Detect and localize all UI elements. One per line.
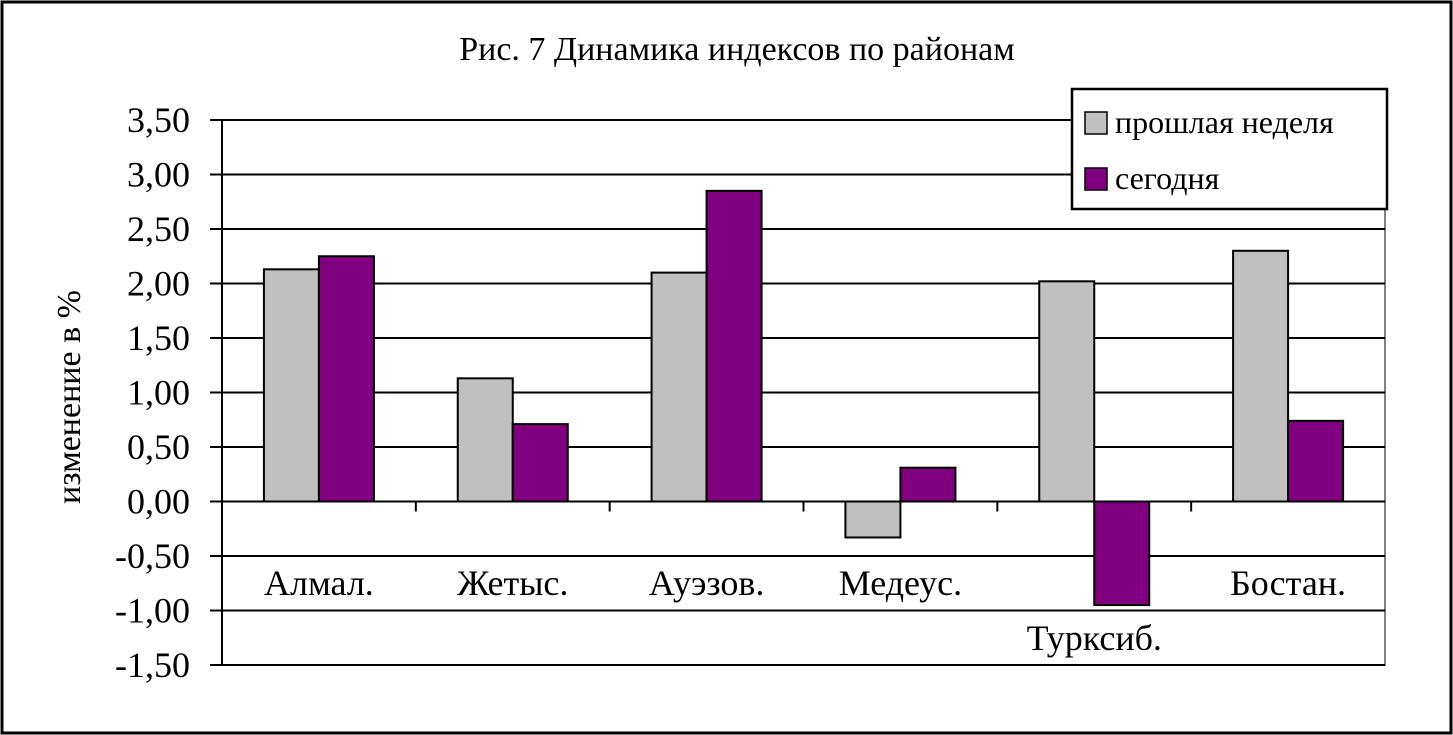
category-label: Ауэзов. [649, 563, 765, 603]
y-tick-label: 0,50 [127, 427, 190, 467]
bar-today [1093, 500, 1151, 607]
legend-label-last-week: прошлая неделя [1115, 104, 1334, 140]
bar-today [511, 423, 569, 503]
y-tick-label: 1,00 [127, 373, 190, 413]
bar-today [899, 466, 957, 503]
y-tick-label: 0,00 [127, 482, 190, 522]
category-label: Алмал. [264, 563, 374, 603]
y-tick-label: 1,50 [127, 318, 190, 358]
bar-last-week [262, 268, 320, 503]
legend-label-today: сегодня [1115, 160, 1220, 196]
category-label: Турксиб. [1027, 618, 1162, 658]
bar-today [1287, 419, 1345, 503]
legend-box [1070, 87, 1389, 211]
y-tick-label: -1,00 [115, 591, 190, 631]
bar-last-week [1038, 280, 1096, 503]
y-axis-ticks: 3,50 3,00 2,50 2,00 1,50 1,00 0,50 0,00 -0,50 -1,… [115, 100, 190, 685]
bar-last-week [844, 500, 902, 539]
y-tick-label: 3,00 [127, 155, 190, 195]
legend-swatch-last-week [1084, 111, 1108, 135]
y-tick-label: -0,50 [115, 536, 190, 576]
bar-last-week [456, 377, 514, 503]
bar-last-week [1232, 249, 1290, 503]
y-axis-label: изменение в % [51, 290, 88, 504]
legend-swatch-today [1084, 167, 1108, 191]
bar-today [705, 189, 763, 503]
gridlines [210, 119, 1386, 666]
bar-last-week [650, 271, 708, 503]
chart-title: Рис. 7 Динамика индексов по районам [459, 31, 1015, 68]
category-label: Бостан. [1230, 563, 1346, 603]
y-tick-label: -1,50 [115, 645, 190, 685]
category-label: Жетыс. [457, 563, 568, 603]
legend: прошлая неделя сегодня [1070, 87, 1389, 211]
y-tick-label: 2,50 [127, 209, 190, 249]
category-labels: Алмал. Жетыс. Ауэзов. Медеус. Турксиб. Бостан… [264, 563, 1346, 658]
bar-today [317, 255, 375, 503]
y-tick-label: 2,00 [127, 264, 190, 304]
y-tick-label: 3,50 [127, 100, 190, 140]
bars [262, 189, 1345, 607]
category-label: Медеус. [839, 563, 962, 603]
